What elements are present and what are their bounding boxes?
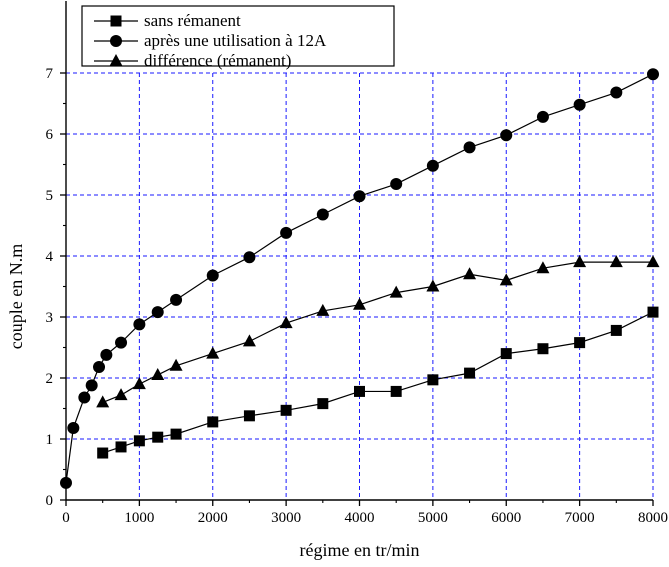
data-point-square: [152, 431, 164, 443]
axes: 0 1000 2000 3000 4000 5000 6000 7000 8000 0 1 2 3 4 5 6…: [46, 1, 668, 526]
plot-area: [60, 68, 660, 489]
y-axis-title: couple en N.m: [6, 244, 26, 349]
data-point-square: [207, 416, 219, 428]
data-point-circle: [316, 208, 329, 221]
data-point-circle: [610, 86, 623, 99]
legend-label: après une utilisation à 12A: [144, 31, 327, 50]
data-point-circle: [280, 226, 293, 239]
data-point-triangle: [353, 297, 366, 310]
data-point-square: [610, 324, 622, 336]
data-point-triangle: [463, 267, 477, 280]
data-point-square: [464, 367, 476, 379]
data-point-circle: [133, 318, 146, 331]
data-point-square: [243, 410, 255, 422]
x-tick-label: 8000: [638, 510, 668, 526]
series-difference-remanent: [96, 255, 660, 408]
data-point-triangle: [114, 388, 128, 401]
data-point-circle: [353, 190, 366, 203]
data-point-triangle: [151, 367, 165, 380]
data-point-triangle: [316, 303, 330, 316]
data-point-square: [500, 348, 512, 360]
x-tick-label: 6000: [491, 510, 521, 526]
data-point-circle: [500, 129, 513, 142]
data-point-circle: [426, 159, 439, 172]
legend-marker-triangle: [109, 54, 123, 66]
data-point-triangle: [242, 334, 256, 347]
legend-box: [81, 5, 395, 67]
y-tick-label: 7: [46, 66, 54, 82]
data-point-circle: [85, 379, 98, 392]
data-point-circle: [115, 336, 128, 349]
data-point-triangle: [169, 358, 183, 371]
data-point-circle: [100, 348, 113, 361]
legend-marker-square: [110, 15, 122, 27]
data-point-square: [390, 385, 402, 397]
data-point-circle: [536, 110, 549, 123]
data-point-square: [115, 441, 127, 453]
data-point-circle: [573, 98, 586, 111]
data-point-triangle: [499, 273, 513, 286]
data-point-triangle: [279, 316, 293, 329]
data-point-triangle: [389, 285, 403, 298]
data-point-square: [574, 337, 586, 349]
data-point-circle: [647, 68, 659, 81]
series-apres-une-utilisation-a-12a: [60, 68, 659, 489]
data-point-square: [317, 398, 329, 410]
data-point-triangle: [536, 261, 550, 274]
series-sans-remanent: [97, 306, 659, 459]
x-tick-label: 0: [62, 510, 70, 526]
data-point-triangle: [96, 395, 110, 408]
x-axis-title: régime en tr/min: [300, 540, 420, 560]
data-point-circle: [206, 269, 219, 282]
y-tick-label: 6: [46, 127, 54, 143]
data-point-circle: [243, 251, 256, 264]
y-tick-label: 4: [46, 249, 54, 265]
data-point-square: [170, 428, 182, 440]
legend-label: sans rémanent: [144, 11, 241, 30]
data-point-square: [354, 385, 365, 397]
data-point-circle: [78, 391, 91, 404]
x-tick-label: 7000: [565, 510, 595, 526]
y-tick-label: 5: [46, 188, 54, 204]
data-point-triangle: [609, 255, 623, 268]
data-point-circle: [170, 293, 183, 306]
data-point-square: [280, 404, 292, 416]
data-point-square: [647, 306, 659, 318]
data-point-square: [537, 343, 549, 355]
data-point-circle: [463, 141, 476, 154]
data-point-square: [133, 435, 145, 447]
data-point-triangle: [573, 255, 587, 268]
data-point-square: [427, 374, 439, 386]
x-tick-label: 4000: [345, 510, 375, 526]
data-point-square: [97, 447, 109, 459]
data-point-circle: [390, 178, 403, 191]
data-point-triangle: [426, 279, 440, 292]
x-tick-label: 3000: [271, 510, 301, 526]
x-tick-label: 2000: [198, 510, 228, 526]
x-tick-label: 1000: [124, 510, 154, 526]
legend-marker-circle: [110, 35, 122, 47]
data-point-circle: [67, 422, 80, 435]
y-tick-label: 2: [46, 371, 54, 387]
data-point-circle: [151, 306, 164, 319]
x-tick-label: 5000: [418, 510, 448, 526]
y-tick-label: 1: [46, 432, 54, 448]
y-tick-label: 3: [46, 310, 54, 326]
y-tick-label: 0: [46, 493, 54, 509]
data-point-triangle: [206, 346, 220, 359]
data-point-circle: [93, 361, 106, 374]
data-point-triangle: [132, 377, 146, 390]
data-point-triangle: [646, 255, 660, 268]
legend-label: différence (rémanent): [144, 51, 291, 70]
